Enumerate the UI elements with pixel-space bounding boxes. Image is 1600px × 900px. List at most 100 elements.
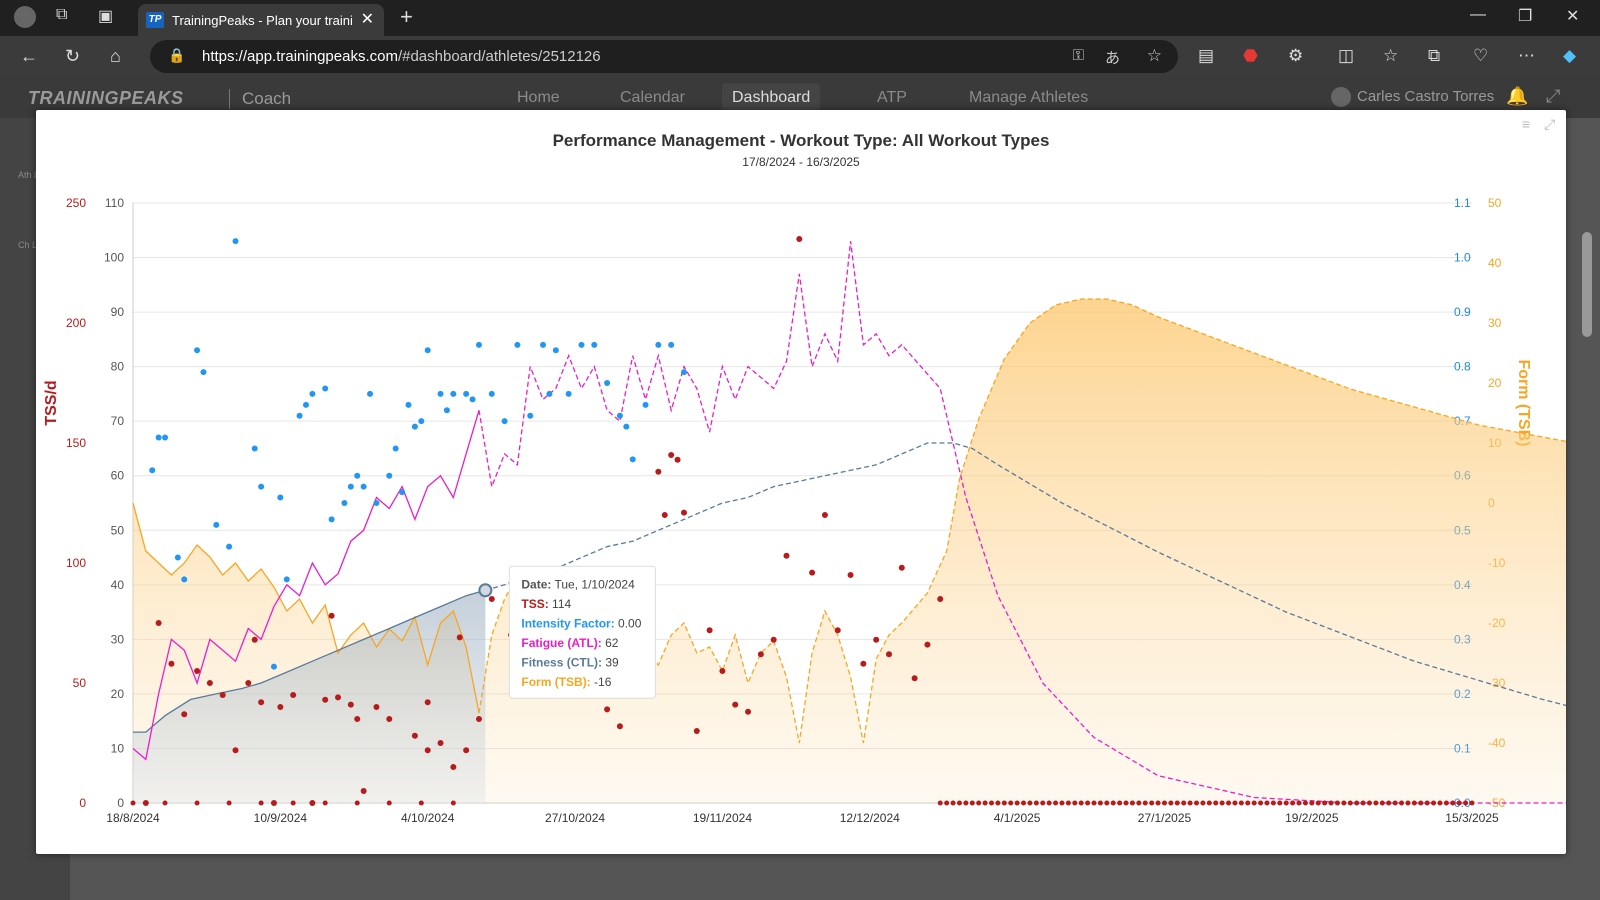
extensions-icon[interactable]: ⚙ <box>1288 46 1304 65</box>
browser-tab[interactable]: TP TrainingPeaks - Plan your training ✕ <box>138 4 384 36</box>
page-scrollbar[interactable] <box>1582 232 1592 337</box>
tss-point[interactable] <box>194 668 201 674</box>
tss-point[interactable] <box>668 452 675 458</box>
sidebar-item-chart-library[interactable]: Ch Lib <box>18 240 45 250</box>
tss-point[interactable] <box>898 564 905 571</box>
intensity-factor-point[interactable] <box>443 407 450 414</box>
tss-point[interactable] <box>347 701 354 708</box>
tss-point[interactable] <box>424 699 431 706</box>
user-name[interactable]: Carles Castro Torres <box>1357 88 1495 105</box>
copilot-icon[interactable]: ◆ <box>1563 46 1577 65</box>
tss-point[interactable] <box>834 627 841 634</box>
intensity-factor-point[interactable] <box>680 369 687 376</box>
intensity-factor-point[interactable] <box>405 401 412 408</box>
tss-point[interactable] <box>796 236 803 242</box>
tss-point[interactable] <box>860 660 867 667</box>
sidebar-item-athlete-library[interactable]: Ath Lib <box>18 170 47 180</box>
tss-point[interactable] <box>757 651 764 658</box>
intensity-factor-point[interactable] <box>194 347 201 354</box>
intensity-factor-point[interactable] <box>578 341 585 348</box>
menu-icon[interactable]: ≡ <box>1522 116 1531 132</box>
tss-point[interactable] <box>181 711 188 718</box>
performance-management-chart[interactable]: Performance Management - Workout Type: A… <box>36 110 1566 854</box>
tss-point[interactable] <box>251 636 258 643</box>
intensity-factor-point[interactable] <box>488 390 495 397</box>
health-icon[interactable]: ♡ <box>1473 46 1489 65</box>
intensity-factor-point[interactable] <box>174 554 181 561</box>
tss-point[interactable] <box>661 512 668 518</box>
intensity-factor-point[interactable] <box>200 369 207 376</box>
favorite-star-icon[interactable]: ☆ <box>1146 46 1162 65</box>
tss-point[interactable] <box>206 680 213 686</box>
tss-point[interactable] <box>328 612 335 619</box>
fullscreen-icon[interactable]: ⤢ <box>1546 86 1561 106</box>
adblock-icon[interactable]: ⬣ <box>1243 46 1258 65</box>
tss-point[interactable] <box>354 716 361 722</box>
tss-point[interactable] <box>335 694 342 701</box>
tss-point[interactable] <box>911 675 918 682</box>
intensity-factor-point[interactable] <box>437 390 444 397</box>
tss-point[interactable] <box>847 572 854 578</box>
nav-dashboard[interactable]: Dashboard <box>722 83 821 113</box>
reading-icon[interactable]: ▤ <box>1198 46 1215 65</box>
maximize-icon[interactable]: ❐ <box>1518 8 1533 25</box>
intensity-factor-point[interactable] <box>604 380 611 386</box>
tss-point[interactable] <box>290 692 297 698</box>
nav-home[interactable]: Home <box>517 89 560 106</box>
intensity-factor-point[interactable] <box>591 341 598 348</box>
tss-point[interactable] <box>322 696 329 703</box>
intensity-factor-point[interactable] <box>213 521 220 528</box>
intensity-factor-point[interactable] <box>296 412 303 419</box>
intensity-factor-point[interactable] <box>347 483 354 490</box>
tss-point[interactable] <box>456 634 463 641</box>
tab-actions-icon[interactable]: ▣ <box>98 8 114 25</box>
tss-point[interactable] <box>219 692 226 698</box>
intensity-factor-point[interactable] <box>232 238 239 245</box>
nav-atp[interactable]: ATP <box>877 89 907 106</box>
intensity-factor-point[interactable] <box>341 500 348 506</box>
expand-icon[interactable]: ⤢ <box>1544 116 1556 132</box>
intensity-factor-point[interactable] <box>668 341 675 348</box>
user-avatar[interactable] <box>1331 87 1351 107</box>
tss-point[interactable] <box>437 740 444 746</box>
intensity-factor-point[interactable] <box>354 472 361 479</box>
intensity-factor-point[interactable] <box>367 390 374 397</box>
tss-point[interactable] <box>488 596 495 602</box>
tss-point[interactable] <box>142 800 149 806</box>
intensity-factor-point[interactable] <box>655 341 662 348</box>
tss-point[interactable] <box>693 728 700 734</box>
tss-point[interactable] <box>809 569 816 576</box>
intensity-factor-point[interactable] <box>328 516 335 523</box>
intensity-factor-point[interactable] <box>475 341 482 348</box>
tss-point[interactable] <box>885 651 892 658</box>
key-icon[interactable]: ⚿ <box>1072 47 1084 64</box>
nav-manage-athletes[interactable]: Manage Athletes <box>969 89 1089 106</box>
tss-point[interactable] <box>386 716 393 722</box>
tss-point[interactable] <box>168 660 175 667</box>
bell-icon[interactable]: 🔔 <box>1506 86 1529 106</box>
refresh-icon[interactable]: ↻ <box>65 46 81 66</box>
tss-point[interactable] <box>232 747 239 754</box>
tss-point[interactable] <box>770 636 777 643</box>
intensity-factor-point[interactable] <box>565 390 572 397</box>
intensity-factor-point[interactable] <box>527 412 534 419</box>
translate-icon[interactable]: あ <box>1104 50 1120 67</box>
tss-point[interactable] <box>604 706 611 713</box>
intensity-factor-point[interactable] <box>623 423 630 430</box>
intensity-factor-point[interactable] <box>424 347 431 354</box>
intensity-factor-point[interactable] <box>226 543 233 550</box>
new-tab-icon[interactable]: + <box>400 4 413 29</box>
intensity-factor-point[interactable] <box>450 390 457 397</box>
tss-point[interactable] <box>309 800 316 806</box>
tss-point[interactable] <box>616 723 623 730</box>
intensity-factor-point[interactable] <box>399 489 406 496</box>
tss-point[interactable] <box>411 732 418 739</box>
collections-icon[interactable]: ⧉ <box>1428 46 1441 65</box>
tss-point[interactable] <box>924 641 931 648</box>
intensity-factor-point[interactable] <box>283 576 290 583</box>
tss-point[interactable] <box>424 747 431 754</box>
tss-point[interactable] <box>277 704 284 710</box>
tss-point[interactable] <box>706 627 713 634</box>
intensity-factor-point[interactable] <box>251 445 258 452</box>
tss-point[interactable] <box>821 512 828 518</box>
